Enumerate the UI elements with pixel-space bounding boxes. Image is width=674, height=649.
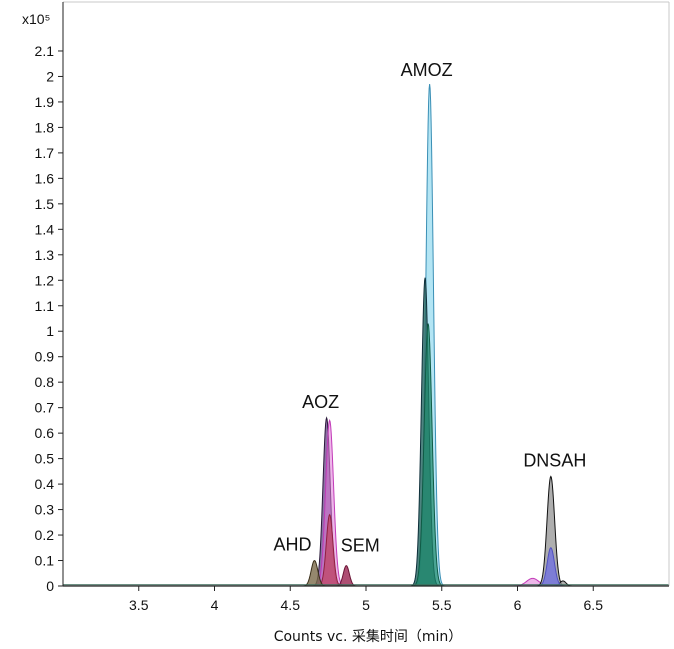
y-tick-label: 2 [46,68,54,84]
y-tick-label: 1.9 [35,94,55,110]
x-tick-label: 6.5 [584,597,604,613]
y-tick-label: 1.1 [35,298,55,314]
peak-dnsah-b [535,547,566,587]
y-tick-label: 0.3 [35,502,55,518]
peak-label-dnsah: DNSAH [523,450,586,470]
y-tick-label: 0.1 [35,553,55,569]
x-tick-label: 3.5 [129,597,149,613]
peak-label-sem: SEM [341,536,380,556]
y-tick-label: 0.2 [35,527,55,543]
y-tick-label: 0.8 [35,374,55,390]
y-tick-label: 2.1 [35,43,55,59]
peak-amoz-c [411,323,445,587]
y-exponent-label: x10⁵ [22,11,50,27]
y-tick-label: 1.5 [35,196,55,212]
x-axis-title: Counts vc. 采集时间（min） [274,628,463,645]
peak-label-aoz: AOZ [302,392,339,412]
y-tick-label: 1.2 [35,272,55,288]
y-axis-ticks: 0 0.1 0.2 0.3 0.4 0.5 0.6 0.7 0.8 0.9 1 1.1 1.2 1.3 1.… [35,43,63,594]
y-tick-label: 0.6 [35,425,55,441]
y-tick-label: 0.5 [35,451,55,467]
y-tick-label: 1.8 [35,119,55,135]
y-tick-label: 0.7 [35,400,55,416]
y-tick-label: 1 [46,323,54,339]
y-tick-label: 1.7 [35,145,55,161]
x-tick-label: 5 [362,597,370,613]
peak-label-ahd: AHD [273,535,311,555]
y-tick-label: 1.4 [35,221,55,237]
y-tick-label: 0 [46,578,54,594]
y-tick-label: 0.4 [35,476,55,492]
y-tick-label: 1.3 [35,247,55,263]
x-axis-ticks: 3.5 4 4.5 5 5.5 6 6.5 [129,586,603,613]
x-tick-label: 4 [211,597,219,613]
x-tick-label: 5.5 [432,597,452,613]
x-tick-label: 4.5 [281,597,301,613]
y-tick-label: 1.6 [35,170,55,186]
y-tick-label: 0.9 [35,349,55,365]
x-tick-label: 6 [514,597,522,613]
peak-annotations: AMOZ AOZ AHD SEM DNSAH [273,60,586,556]
peaks-layer [62,84,669,587]
peak-label-amoz: AMOZ [401,60,453,80]
